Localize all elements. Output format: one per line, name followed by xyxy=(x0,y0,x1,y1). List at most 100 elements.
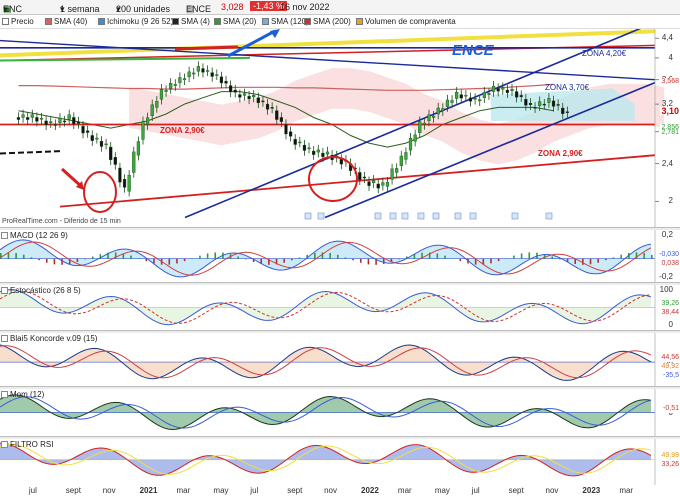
macd-histogram-bar xyxy=(543,254,546,259)
candle-body xyxy=(524,99,528,106)
mom-value-tag: -0,51 xyxy=(662,404,680,413)
blai5-value-tag: 44,56 xyxy=(660,354,680,363)
last-price: 3,028 xyxy=(221,2,244,12)
legend-item[interactable]: SMA (20) xyxy=(214,17,256,26)
candle-body xyxy=(35,117,39,122)
candle-body xyxy=(298,141,302,144)
event-marker-icon xyxy=(511,212,519,220)
checkbox-icon[interactable] xyxy=(1,441,8,448)
macd-chart[interactable] xyxy=(0,230,680,282)
price-date: 16 nov 2022 xyxy=(280,2,330,12)
mom-signal-line xyxy=(0,396,652,429)
pane-divider[interactable] xyxy=(0,330,680,333)
macd-histogram-bar xyxy=(612,257,615,259)
event-marker-icon xyxy=(304,212,312,220)
macd-histogram-bar xyxy=(490,258,492,264)
macd-axis-label: 0,2 xyxy=(661,230,673,239)
event-marker-icon xyxy=(417,212,425,220)
candle-body xyxy=(247,95,251,100)
candle-body xyxy=(316,149,320,153)
color-swatch-icon xyxy=(262,18,269,25)
candle-body xyxy=(528,103,533,105)
macd-histogram-bar xyxy=(551,256,554,259)
stochastic-pane[interactable]: Estocástico (26 8 5) 100 0 39,26 38,44 xyxy=(0,285,680,330)
candle-body xyxy=(321,152,325,157)
macd-histogram-bar xyxy=(137,258,140,259)
legend-item[interactable]: SMA (120) xyxy=(262,17,309,26)
candle-body xyxy=(21,114,25,118)
toolbar: ▣ ENC ▾ 1 semana ▾ 200 unidades ▾ ▤ ENCE… xyxy=(0,0,680,15)
macd-histogram-bar xyxy=(107,252,109,259)
event-marker-icon xyxy=(374,212,382,220)
pane-divider[interactable] xyxy=(0,282,680,285)
units-label: 200 unidades xyxy=(116,4,171,14)
legend-item[interactable]: SMA (40) xyxy=(45,17,87,26)
macd-histogram-bar xyxy=(176,258,178,264)
candle-body xyxy=(173,84,177,86)
event-marker-icon xyxy=(317,212,325,220)
candle-body xyxy=(533,107,537,109)
legend-item[interactable]: Volumen de compraventa xyxy=(356,17,456,26)
candle-body xyxy=(86,130,90,133)
time-axis-label: mar xyxy=(176,486,191,495)
momentum-pane[interactable]: Mom (12) 0-0,51 xyxy=(0,389,680,436)
macd-histogram-bar xyxy=(620,254,622,259)
macd-histogram-bar xyxy=(405,256,408,259)
candle-body xyxy=(150,104,154,116)
sma-200-line xyxy=(18,83,554,91)
candle-body xyxy=(358,172,362,180)
candle-body xyxy=(238,94,242,98)
blai5-chart[interactable] xyxy=(0,333,680,386)
price-pane[interactable]: ENCE ZONA 4,20€ ZONA 3,70€ ZONA 2,90€ ZO… xyxy=(0,29,680,229)
candle-body xyxy=(201,68,205,73)
legend-item[interactable]: Precio xyxy=(2,17,34,26)
checkbox-icon[interactable] xyxy=(1,391,8,398)
candle-body xyxy=(367,181,371,186)
pane-divider[interactable] xyxy=(0,436,680,439)
price-tag: 3,568 xyxy=(660,77,680,86)
blai5-value-tag: -35,5 xyxy=(662,372,680,381)
legend-item[interactable]: Ichimoku (9 26 52) xyxy=(98,17,173,26)
legend-label: Volumen de compraventa xyxy=(365,17,456,26)
macd-histogram-bar xyxy=(268,258,270,265)
macd-histogram-bar xyxy=(390,258,393,262)
blai5-pane[interactable]: Blai5 Koncorde v.09 (15) 5044,5649,92-35… xyxy=(0,333,680,386)
candle-body xyxy=(395,168,399,173)
candle-body xyxy=(404,152,408,160)
checkbox-icon[interactable] xyxy=(1,335,8,342)
macd-histogram-bar xyxy=(344,257,347,259)
checkbox-icon[interactable] xyxy=(1,287,8,294)
macd-histogram-bar xyxy=(252,258,255,262)
rsi-chart[interactable] xyxy=(0,439,680,485)
legend-label: Ichimoku (9 26 52) xyxy=(107,17,174,26)
macd-histogram-bar xyxy=(260,258,262,264)
candle-body xyxy=(431,115,436,118)
legend-item[interactable]: SMA (4) xyxy=(172,17,210,26)
macd-histogram-bar xyxy=(53,258,56,265)
instrument-name-label: ENCE xyxy=(186,4,212,14)
candle-body xyxy=(104,143,108,146)
rsi-header: FILTRO RSI xyxy=(1,440,53,449)
macd-histogram-bar xyxy=(398,258,400,260)
checkbox-icon[interactable] xyxy=(1,232,8,239)
macd-histogram-bar xyxy=(0,253,2,259)
pane-divider[interactable] xyxy=(0,386,680,389)
legend-item[interactable]: SMA (200) xyxy=(304,17,351,26)
macd-value-tag: -0,030 xyxy=(658,250,680,259)
candle-body xyxy=(441,108,445,111)
momentum-chart[interactable] xyxy=(0,389,680,436)
stoch-signal-line xyxy=(0,290,652,324)
price-chart[interactable] xyxy=(0,29,680,229)
macd-histogram-bar xyxy=(68,258,71,264)
pane-divider[interactable] xyxy=(0,227,680,230)
price-axis-label: 3,2 xyxy=(661,99,673,109)
rsi-pane[interactable]: FILTRO RSI 49,99 33,26 xyxy=(0,439,680,485)
macd-histogram-bar xyxy=(45,258,48,263)
stochastic-chart[interactable] xyxy=(0,285,680,330)
macd-histogram-bar xyxy=(15,252,17,259)
candle-body xyxy=(427,114,431,122)
candle-body xyxy=(270,107,274,109)
candle-body xyxy=(473,98,477,100)
candle-body xyxy=(187,71,191,78)
